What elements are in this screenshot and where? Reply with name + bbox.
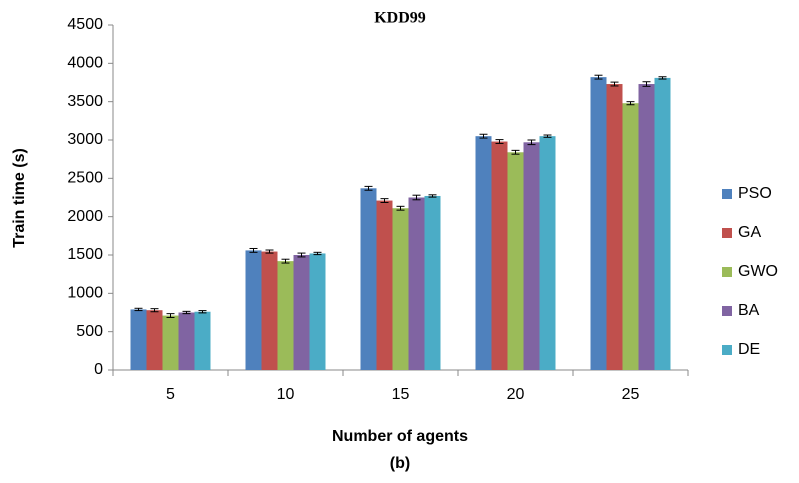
error-bar xyxy=(658,76,667,80)
x-tick-label: 20 xyxy=(507,386,525,403)
y-tick-label: 4500 xyxy=(67,16,103,33)
y-tick-label: 3000 xyxy=(67,131,103,148)
bar xyxy=(539,136,556,370)
error-bar xyxy=(297,252,306,258)
error-bar xyxy=(594,74,603,80)
bar xyxy=(261,251,278,370)
legend-label: BA xyxy=(738,302,760,319)
y-tick-label: 1000 xyxy=(67,285,103,302)
bar xyxy=(392,208,409,370)
legend-swatch xyxy=(722,189,732,199)
bar xyxy=(194,311,211,370)
y-tick-label: 2500 xyxy=(67,170,103,187)
error-bar xyxy=(265,249,274,254)
y-tick-label: 1500 xyxy=(67,246,103,263)
y-tick-label: 2000 xyxy=(67,208,103,225)
bar xyxy=(654,77,671,371)
error-bar xyxy=(281,258,290,264)
error-bar xyxy=(543,134,552,138)
bar xyxy=(622,103,639,370)
x-tick-label: 25 xyxy=(622,386,640,403)
y-tick-label: 4000 xyxy=(67,55,103,72)
bar xyxy=(606,84,623,371)
legend-label: GA xyxy=(738,224,761,241)
error-bar xyxy=(495,139,504,144)
legend-swatch xyxy=(722,228,732,238)
bar xyxy=(293,255,310,370)
error-bar xyxy=(182,310,191,315)
error-bar xyxy=(249,247,258,253)
x-tick-label: 15 xyxy=(392,386,410,403)
legend-label: PSO xyxy=(738,185,772,202)
legend-label: DE xyxy=(738,341,760,358)
error-bar xyxy=(626,101,635,106)
error-bar xyxy=(428,194,437,198)
error-bar xyxy=(479,133,488,139)
bar xyxy=(309,253,326,370)
bar xyxy=(491,141,508,370)
x-tick-label: 10 xyxy=(277,386,295,403)
error-bar xyxy=(313,251,322,256)
bar xyxy=(376,200,393,370)
bar xyxy=(146,310,163,370)
bar xyxy=(178,312,195,370)
bar xyxy=(507,152,524,370)
error-bar xyxy=(134,307,143,312)
error-bar xyxy=(610,81,619,87)
bar xyxy=(162,315,179,370)
bar xyxy=(638,84,655,371)
y-tick-label: 3500 xyxy=(67,93,103,110)
error-bar xyxy=(364,185,373,191)
bar xyxy=(590,77,607,370)
error-bar xyxy=(511,149,520,155)
error-bar xyxy=(396,205,405,211)
error-bar xyxy=(642,81,651,87)
bar xyxy=(424,195,441,370)
bar xyxy=(277,261,294,370)
error-bar xyxy=(198,310,207,314)
bar xyxy=(475,136,492,370)
legend-swatch xyxy=(722,267,732,277)
legend-swatch xyxy=(722,345,732,355)
x-tick-label: 5 xyxy=(166,386,175,403)
error-bar xyxy=(166,313,175,318)
x-axis-label: Number of agents xyxy=(332,428,468,445)
bar xyxy=(523,142,540,370)
bar xyxy=(408,197,425,370)
legend-swatch xyxy=(722,306,732,316)
error-bar xyxy=(150,308,159,313)
bar xyxy=(360,188,377,370)
error-bar xyxy=(412,194,421,201)
chart-title: KDD99 xyxy=(374,10,426,27)
legend-label: GWO xyxy=(738,263,778,280)
y-axis-label: Train time (s) xyxy=(11,148,28,248)
y-tick-label: 0 xyxy=(94,361,103,378)
error-bar xyxy=(527,139,536,146)
bar xyxy=(245,250,262,370)
error-bar xyxy=(380,198,389,203)
y-tick-label: 500 xyxy=(76,323,103,340)
subtitle: (b) xyxy=(390,455,410,472)
bar xyxy=(130,309,147,370)
